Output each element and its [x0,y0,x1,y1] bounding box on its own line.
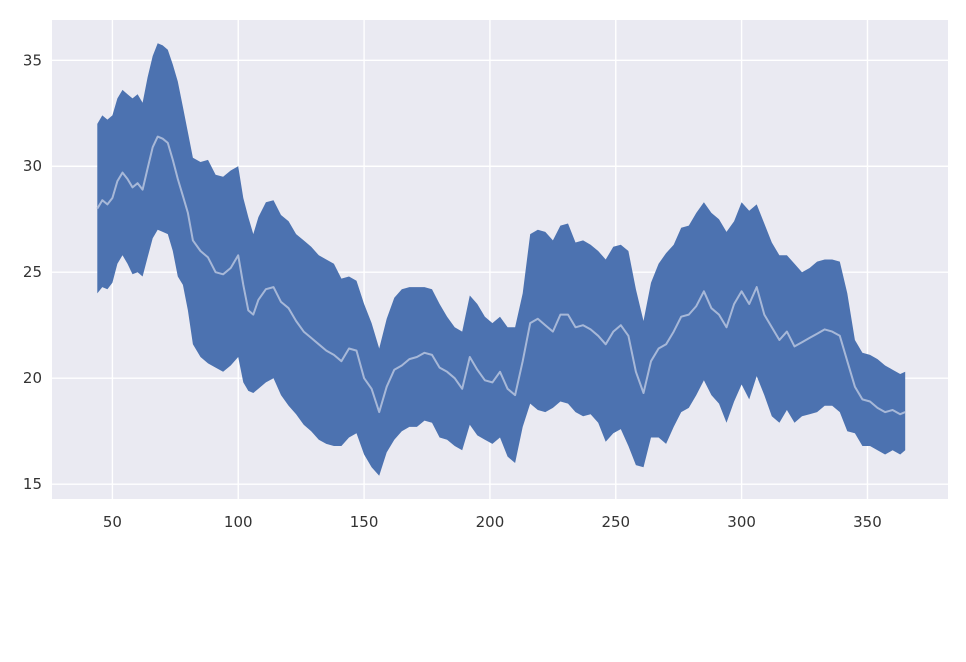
x-tick-label: 200 [476,513,505,531]
y-tick-labels: 15 20 25 30 35 [23,51,42,493]
y-tick-label: 15 [23,475,42,493]
x-tick-label: 300 [727,513,756,531]
x-tick-label: 250 [601,513,630,531]
y-tick-label: 30 [23,157,42,175]
x-tick-label: 150 [350,513,379,531]
y-tick-label: 35 [23,51,42,69]
x-tick-labels: 50 100 150 200 250 300 350 [103,513,882,531]
x-tick-label: 350 [853,513,882,531]
x-tick-label: 100 [224,513,253,531]
x-tick-label: 50 [103,513,122,531]
center-line [96,135,906,416]
y-tick-label: 25 [23,263,42,281]
y-tick-label: 20 [23,369,42,387]
confidence-band [97,43,906,476]
